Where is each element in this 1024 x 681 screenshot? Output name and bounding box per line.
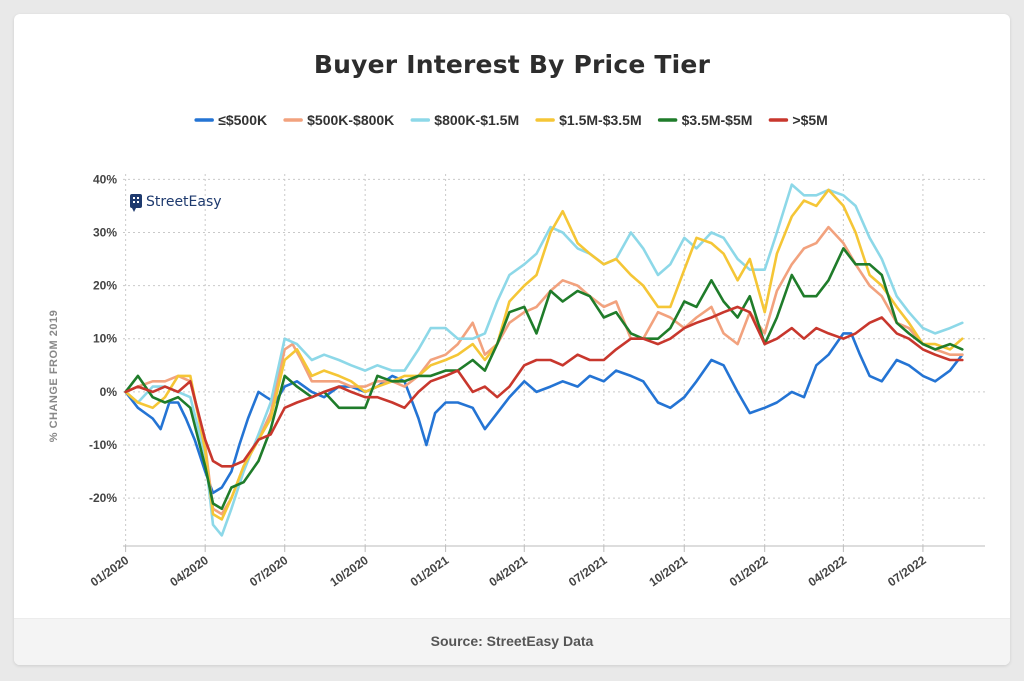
x-axis: 01/2020 04/2020 07/2020 10/2020 01/2021 04/20… [88, 545, 985, 590]
streeteasy-logo: StreetEasy [130, 194, 222, 212]
legend-label: ≤$500K [218, 112, 267, 128]
legend-label: $500K-$800K [307, 112, 394, 128]
legend-item[interactable]: $800K-$1.5M [410, 112, 519, 128]
y-tick-label: 40% [93, 172, 117, 186]
y-tick-label: 20% [93, 279, 117, 293]
brand-name: StreetEasy [146, 194, 222, 210]
legend-label: $800K-$1.5M [434, 112, 519, 128]
y-tick-label: 10% [93, 332, 117, 346]
x-tick-label: 01/2022 [727, 553, 771, 590]
y-axis-label: % CHANGE FROM 2019 [48, 310, 60, 442]
series-line [124, 247, 964, 511]
x-tick-label: 10/2021 [646, 553, 690, 590]
x-tick-label: 01/2020 [88, 553, 132, 590]
y-tick-label: -10% [89, 438, 117, 452]
source-note: Source: StreetEasy Data [430, 633, 594, 649]
legend-item[interactable]: >$5M [768, 112, 828, 128]
legend-item[interactable]: $500K-$800K [283, 112, 394, 128]
x-tick-label: 07/2021 [566, 553, 610, 590]
legend-label: $3.5M-$5M [682, 112, 753, 128]
y-tick-label: -20% [89, 491, 117, 505]
x-tick-label: 04/2022 [806, 553, 850, 590]
legend: ≤$500K $500K-$800K $800K-$1.5M $1.5M-$3.5M $… [194, 112, 828, 128]
legend-item[interactable]: ≤$500K [194, 112, 267, 128]
x-tick-label: 07/2022 [885, 553, 929, 590]
series-line [124, 332, 964, 495]
chart-card: Buyer Interest By Price Tier ≤$500K $500K… [14, 14, 1010, 665]
x-tick-label: 10/2020 [327, 553, 371, 590]
x-tick-label: 01/2021 [408, 553, 452, 590]
series-line [124, 305, 964, 468]
chart-title: Buyer Interest By Price Tier [313, 50, 711, 79]
x-tick-label: 04/2021 [486, 553, 530, 590]
building-icon [130, 194, 142, 212]
x-tick-label: 04/2020 [167, 553, 211, 590]
x-tick-label: 07/2020 [247, 553, 291, 590]
y-axis: -20% -10% 0% 10% 20% 30% 40% [89, 172, 117, 505]
series-lines [124, 183, 964, 537]
legend-label: $1.5M-$3.5M [559, 112, 641, 128]
legend-label: >$5M [792, 112, 827, 128]
legend-item[interactable]: $3.5M-$5M [657, 112, 753, 128]
y-tick-label: 30% [93, 225, 117, 239]
line-chart: ≤$500K $500K-$800K $800K-$1.5M $1.5M-$3.5M $… [48, 112, 985, 590]
footer: Source: StreetEasy Data [14, 618, 1010, 665]
y-tick-label: 0% [100, 385, 118, 399]
legend-item[interactable]: $1.5M-$3.5M [535, 112, 642, 128]
